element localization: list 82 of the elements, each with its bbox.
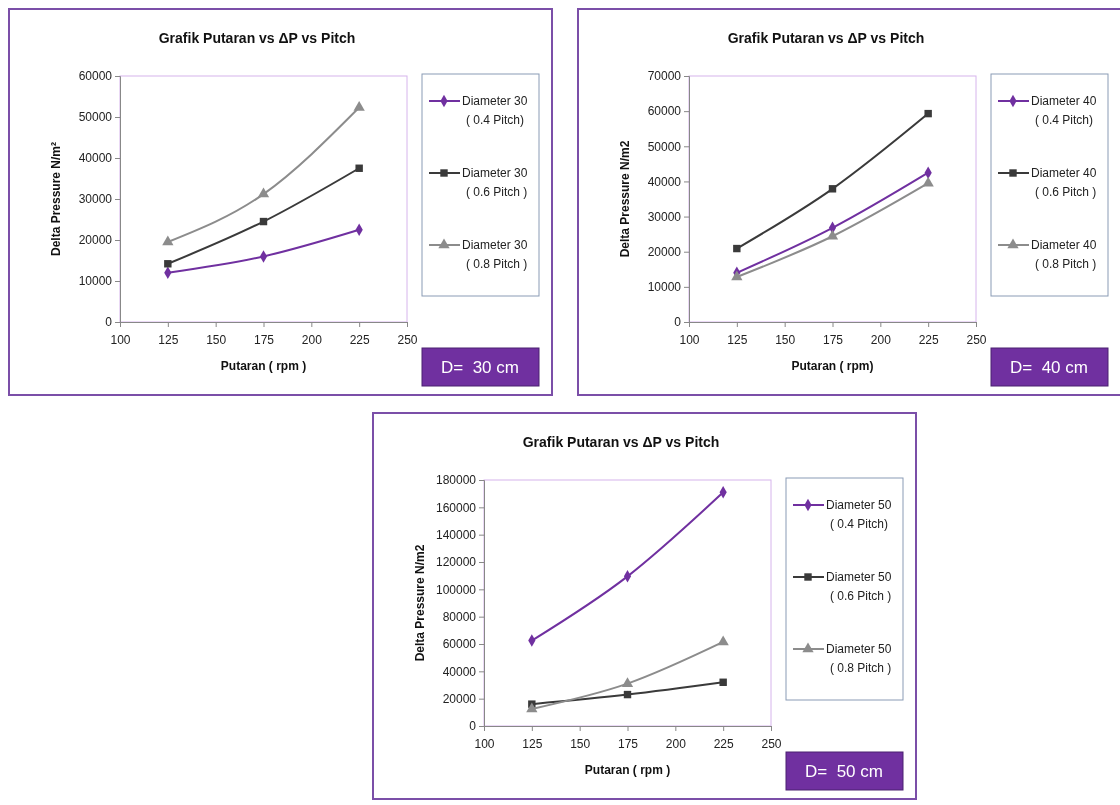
- point: [162, 235, 174, 246]
- legend-label: Diameter 30 ( 0.6 Pitch ): [462, 166, 528, 199]
- x-tick-label: 200: [301, 333, 323, 348]
- x-tick-label: 175: [253, 333, 275, 348]
- point: [826, 229, 839, 240]
- legend-label: Diameter 50 ( 0.8 Pitch ): [826, 642, 892, 675]
- point: [731, 270, 743, 281]
- chart-title: Grafik Putaran vs ΔP vs Pitch: [727, 30, 925, 46]
- legend-label: Diameter 50 ( 0.4 Pitch): [826, 498, 892, 531]
- text: D= 40 cm: [1010, 358, 1088, 377]
- point: [733, 244, 741, 253]
- point: [719, 678, 727, 686]
- x-tick-label: 175: [617, 737, 639, 752]
- y-axis-title: Delta Pressure N/m2: [413, 544, 427, 662]
- x-tick-label: 125: [522, 737, 543, 752]
- x-tick-label: 225: [713, 737, 734, 752]
- legend-label: Diameter 50 ( 0.6 Pitch ): [826, 570, 892, 603]
- legend-label: Diameter 40 ( 0.6 Pitch ): [1031, 166, 1097, 199]
- point: [164, 260, 172, 268]
- x-tick-label: 125: [727, 333, 748, 348]
- y-tick-label: 60000: [647, 104, 682, 119]
- y-tick-label: 40000: [647, 174, 682, 189]
- point: [922, 176, 934, 187]
- x-tick-label: 225: [918, 333, 939, 348]
- point: [924, 109, 932, 118]
- y-tick-label: 0: [674, 315, 682, 330]
- point: [353, 101, 365, 111]
- y-tick-label: 100000: [435, 582, 477, 597]
- point: [257, 187, 270, 198]
- x-tick-label: 150: [775, 333, 796, 348]
- y-tick-label: 50000: [647, 139, 682, 154]
- x-tick-label: 250: [966, 333, 987, 348]
- point: [621, 677, 634, 687]
- legend-label: Diameter 30 ( 0.4 Pitch): [462, 94, 528, 127]
- y-axis-title: Delta Pressure N/m2: [618, 140, 632, 258]
- x-axis-title: Putaran ( rpm ): [220, 359, 307, 373]
- x-tick-label: 250: [761, 737, 782, 752]
- y-tick-label: 30000: [78, 192, 113, 207]
- x-tick-label: 200: [665, 737, 687, 752]
- point: [355, 164, 363, 172]
- x-tick-label: 250: [397, 333, 418, 348]
- x-tick-label: 125: [158, 333, 179, 348]
- x-tick-label: 225: [349, 333, 370, 348]
- legend-label: Diameter 40 ( 0.8 Pitch ): [1031, 238, 1097, 271]
- legend-label: Diameter 40 ( 0.4 Pitch): [1031, 94, 1097, 127]
- y-tick-label: 180000: [435, 473, 477, 488]
- x-tick-label: 150: [570, 737, 591, 752]
- y-tick-label: 70000: [647, 69, 682, 84]
- y-tick-label: 160000: [435, 500, 477, 515]
- x-tick-label: 100: [110, 333, 131, 348]
- y-tick-label: 30000: [647, 209, 682, 224]
- y-tick-label: 60000: [78, 69, 113, 84]
- y-tick-label: 0: [469, 719, 477, 734]
- x-tick-label: 150: [206, 333, 227, 348]
- x-axis-title: Putaran ( rpm ): [584, 763, 671, 777]
- x-tick-label: 100: [474, 737, 495, 752]
- chart-title: Grafik Putaran vs ΔP vs Pitch: [522, 434, 720, 450]
- text: D= 50 cm: [805, 762, 883, 781]
- chart-title: Grafik Putaran vs ΔP vs Pitch: [158, 30, 356, 46]
- y-tick-label: 120000: [435, 555, 477, 570]
- y-tick-label: 140000: [435, 528, 477, 543]
- point: [717, 635, 729, 646]
- x-tick-label: 200: [870, 333, 892, 348]
- x-axis-title: Putaran ( rpm): [791, 359, 874, 373]
- y-tick-label: 10000: [78, 274, 113, 289]
- y-tick-label: 20000: [442, 692, 477, 707]
- y-tick-label: 50000: [78, 110, 113, 125]
- y-tick-label: 80000: [442, 610, 477, 625]
- point: [526, 702, 538, 713]
- legend-label: Diameter 30 ( 0.8 Pitch ): [462, 238, 528, 271]
- y-axis-title: Delta Pressure N/m²: [49, 141, 63, 257]
- y-tick-label: 20000: [78, 233, 113, 248]
- text: D= 30 cm: [441, 358, 519, 377]
- x-tick-label: 175: [822, 333, 844, 348]
- y-tick-label: 40000: [442, 664, 477, 679]
- point: [828, 185, 837, 193]
- y-tick-label: 40000: [78, 151, 113, 166]
- x-tick-label: 100: [679, 333, 700, 348]
- y-tick-label: 10000: [647, 280, 682, 295]
- y-tick-label: 20000: [647, 245, 682, 260]
- y-tick-label: 0: [105, 315, 113, 330]
- y-tick-label: 60000: [442, 637, 477, 652]
